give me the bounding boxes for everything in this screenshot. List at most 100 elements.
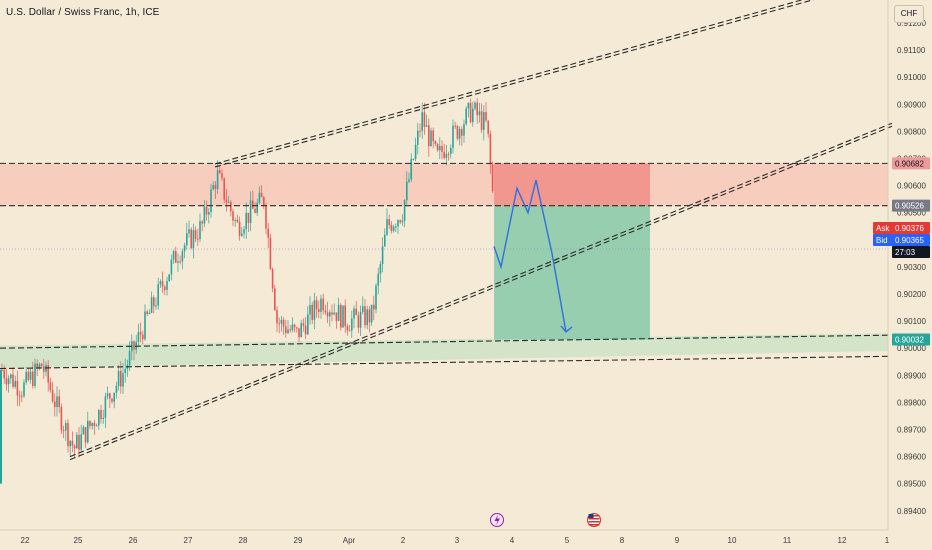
candle-body [186, 233, 188, 246]
candle-body [293, 324, 296, 328]
candle-body [21, 395, 23, 397]
candle-body [436, 143, 439, 151]
candle-body [153, 297, 155, 307]
price-tick-label: 0.90000 [897, 344, 926, 353]
event-markers[interactable] [490, 513, 601, 527]
candle-body [390, 225, 393, 231]
countdown-badge-bg [892, 246, 930, 258]
candle-body [58, 396, 60, 408]
candle-body [335, 312, 338, 321]
projection-arrowhead [560, 325, 573, 333]
candle-body [236, 219, 239, 222]
candle-body [113, 392, 115, 402]
candle-body [89, 420, 91, 426]
candle-body [124, 369, 126, 374]
candle-body [366, 309, 368, 326]
candle-body [291, 324, 294, 331]
candle-body [289, 329, 291, 331]
time-tick-label: 4 [510, 536, 515, 545]
time-tick-label: 9 [675, 536, 680, 545]
candle-body [434, 141, 437, 144]
candle-body [267, 228, 269, 238]
candle-body [245, 212, 247, 230]
take-profit-zone [494, 205, 650, 340]
candles-layer [0, 98, 494, 484]
candle-body [441, 146, 443, 152]
symbol-title[interactable]: U.S. Dollar / Swiss Franc, 1h, ICE [6, 7, 160, 18]
candle-body [258, 192, 261, 203]
candle-body [456, 126, 459, 139]
bid-label-badge-bg [873, 234, 895, 246]
candle-body [230, 201, 232, 212]
us-flag-icon[interactable] [587, 513, 601, 527]
candle-body [342, 305, 344, 328]
candle-body [298, 328, 300, 338]
candle-body [318, 309, 320, 312]
candle-body [463, 124, 465, 136]
support-zone [0, 333, 888, 369]
candle-body [122, 373, 124, 387]
candle-body [78, 434, 80, 450]
candle-body [469, 103, 472, 123]
projection-path [493, 180, 567, 333]
candle-body [91, 423, 93, 426]
ask-price-badge: 0.90376 [895, 224, 924, 233]
candle-body [73, 445, 76, 449]
candle-body [109, 393, 111, 399]
candle-body [483, 112, 485, 130]
candle-body [205, 206, 208, 215]
candle-body [296, 327, 298, 329]
candle-body [395, 226, 397, 228]
candle-body [201, 221, 203, 224]
candle-body [467, 103, 470, 109]
price-tick-label: 0.89600 [897, 453, 926, 462]
candle-body [225, 199, 228, 203]
candle-body [423, 112, 426, 127]
price-tick-label: 0.90100 [897, 317, 926, 326]
price-tick-label: 0.90600 [897, 182, 926, 191]
time-tick-label: 28 [239, 536, 248, 545]
candle-body [285, 326, 287, 334]
price-tick-label: 0.89700 [897, 426, 926, 435]
candle-body [406, 181, 408, 201]
candle-body [249, 200, 252, 223]
candle-body [307, 314, 309, 335]
candle-body [194, 230, 197, 239]
price-tick-label: 0.91000 [897, 73, 926, 82]
candle-body [144, 311, 146, 340]
candle-body [425, 125, 428, 127]
candle-body [263, 197, 265, 206]
candle-body [344, 305, 346, 327]
stop-loss-zone [494, 163, 650, 206]
candle-body [117, 370, 120, 386]
candle-body [476, 102, 478, 116]
currency-button[interactable]: CHF [894, 5, 924, 23]
price-tick-label: 0.89900 [897, 371, 926, 380]
candle-body [216, 170, 219, 189]
candle-body [474, 102, 476, 109]
candle-body [203, 206, 206, 224]
candle-body [190, 229, 192, 249]
lightning-icon[interactable] [490, 513, 504, 527]
candle-body [256, 202, 258, 213]
candle-body [265, 205, 267, 229]
candle-body [120, 370, 122, 387]
ask-label-badge: Ask [876, 224, 890, 233]
candle-body [269, 237, 272, 270]
lower-channel-line-double [69, 125, 893, 461]
price-tick-label: 0.90200 [897, 290, 926, 299]
candle-body [373, 304, 375, 310]
time-axis[interactable]: 22 25 26 27 28 29 Apr 2 3 4 5 8 9 10 11 12 1 [21, 536, 890, 545]
candle-body [247, 212, 250, 223]
candle-body [280, 319, 283, 324]
candle-body [238, 221, 241, 236]
candle-body [302, 323, 305, 326]
candle-body [315, 300, 318, 310]
candle-body [137, 332, 140, 342]
candle-body [348, 330, 351, 332]
candle-body [386, 219, 388, 235]
time-tick-label: 12 [838, 536, 847, 545]
candle-body [111, 398, 113, 402]
